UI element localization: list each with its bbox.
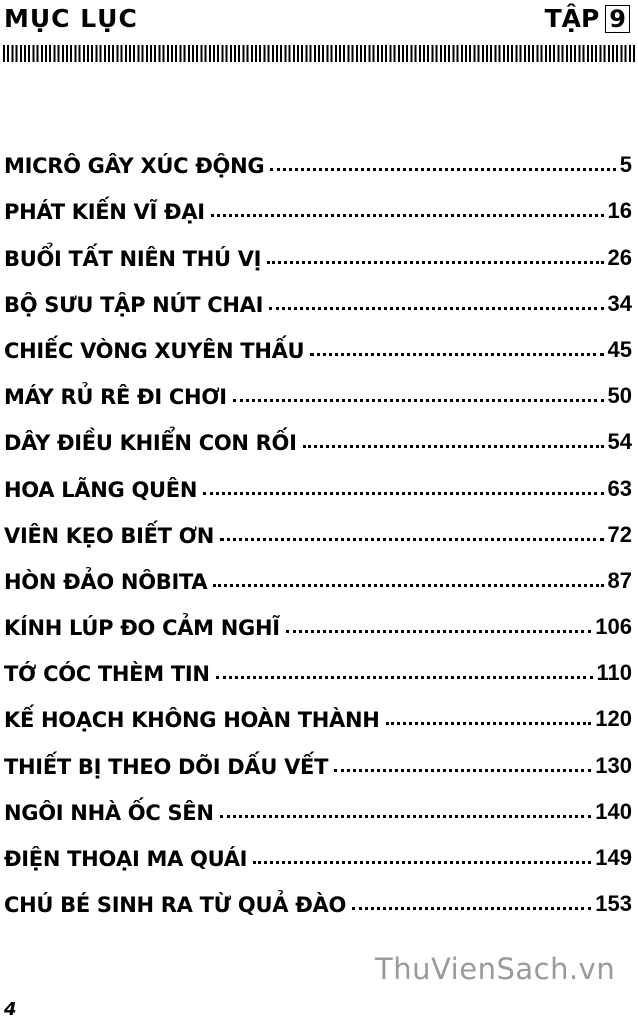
- toc-entry-title: THIẾT BỊ THEO DÕI DẤU VẾT: [4, 754, 329, 779]
- toc-entry[interactable]: CHIẾC VÒNG XUYÊN THẤU 45: [4, 317, 632, 363]
- toc-entry-title: MICRÔ GÂY XÚC ĐỘNG: [4, 154, 265, 179]
- toc-entry-title: BUỔI TẤT NIÊN THÚ VỊ: [4, 246, 262, 271]
- watermark: ThuVienSach.vn: [375, 952, 616, 986]
- dot-leader: [215, 676, 593, 680]
- toc-entry[interactable]: MÁY RỦ RÊ ĐI CHƠI 50: [4, 363, 632, 409]
- volume-number: 9: [605, 4, 630, 33]
- toc-entry-title: PHÁT KIẾN VĨ ĐẠI: [4, 200, 205, 225]
- toc-entry-title: CHIẾC VÒNG XUYÊN THẤU: [4, 338, 305, 363]
- toc-entry-page: 87: [607, 567, 632, 593]
- toc-entry-page: 110: [596, 660, 633, 686]
- volume-label: TẬP 9: [545, 4, 630, 33]
- toc-entry-page: 106: [595, 614, 632, 640]
- dot-leader: [210, 214, 604, 218]
- dot-leader: [253, 861, 592, 864]
- toc-entry-title: HÒN ĐẢO NÔBITA: [4, 569, 208, 594]
- dot-leader: [213, 583, 604, 587]
- toc-entry-title: CHÚ BÉ SINH RA TỪ QUẢ ĐÀO: [4, 893, 346, 918]
- toc-entry-page: 140: [595, 798, 632, 824]
- dot-leader: [285, 630, 592, 634]
- toc-entry-title: TỚ CÓC THÈM TIN: [4, 662, 210, 687]
- toc-entry[interactable]: TỚ CÓC THÈM TIN 110: [4, 640, 632, 686]
- dot-leader: [352, 907, 592, 911]
- toc-entry-page: 50: [607, 383, 632, 409]
- toc-entry-title: MÁY RỦ RÊ ĐI CHƠI: [4, 385, 227, 410]
- toc-entry-title: NGÔI NHÀ ỐC SÊN: [4, 800, 214, 825]
- dot-leader: [203, 491, 604, 495]
- toc-entry-page: 16: [607, 198, 632, 224]
- toc-entry[interactable]: HÒN ĐẢO NÔBITA 87: [4, 548, 632, 594]
- toc-entry[interactable]: NGÔI NHÀ ỐC SÊN 140: [4, 779, 632, 825]
- toc-entry[interactable]: MICRÔ GÂY XÚC ĐỘNG 5: [4, 132, 632, 178]
- dot-leader: [270, 168, 616, 172]
- toc-entry-page: 5: [619, 152, 632, 178]
- toc-entry-page: 45: [607, 336, 632, 362]
- page-number: 4: [4, 999, 17, 1020]
- page-title: MỤC LỤC: [4, 4, 138, 33]
- table-of-contents: MICRÔ GÂY XÚC ĐỘNG 5 PHÁT KIẾN VĨ ĐẠI 16 BUỔ…: [4, 132, 632, 917]
- toc-entry-page: 153: [595, 891, 632, 917]
- dot-leader: [267, 260, 604, 264]
- dot-leader: [269, 306, 604, 310]
- dot-leader: [220, 537, 604, 541]
- toc-entry-title: KẾ HOẠCH KHÔNG HOÀN THÀNH: [4, 708, 380, 733]
- toc-entry[interactable]: KÍNH LÚP ĐO CẢM NGHĨ 106: [4, 594, 632, 640]
- decorative-stripe-divider: [3, 45, 635, 62]
- toc-entry[interactable]: ĐIỆN THOẠI MA QUÁI 149: [4, 825, 632, 871]
- toc-entry-title: HOA LÃNG QUÊN: [4, 477, 198, 502]
- dot-leader: [219, 814, 592, 818]
- toc-entry[interactable]: KẾ HOẠCH KHÔNG HOÀN THÀNH 120: [4, 686, 632, 732]
- toc-entry-page: 120: [595, 706, 632, 732]
- toc-entry-page: 130: [595, 752, 632, 778]
- dot-leader: [232, 399, 604, 403]
- dot-leader: [334, 768, 592, 772]
- toc-entry-title: BỘ SƯU TẬP NÚT CHAI: [4, 292, 264, 317]
- toc-entry[interactable]: CHÚ BÉ SINH RA TỪ QUẢ ĐÀO 153: [4, 871, 632, 917]
- toc-entry[interactable]: HOA LÃNG QUÊN 63: [4, 455, 632, 502]
- toc-entry-title: KÍNH LÚP ĐO CẢM NGHĨ: [4, 616, 280, 641]
- toc-entry[interactable]: VIÊN KẸO BIẾT ƠN 72: [4, 502, 632, 548]
- toc-entry-page: 72: [607, 521, 632, 547]
- toc-entry-page: 26: [607, 244, 632, 270]
- toc-entry-title: VIÊN KẸO BIẾT ƠN: [4, 523, 214, 548]
- toc-entry-title: DÂY ĐIỀU KHIỂN CON RỐI: [4, 431, 297, 456]
- toc-entry-page: 34: [607, 290, 632, 316]
- dot-leader: [310, 352, 604, 356]
- toc-entry[interactable]: PHÁT KIẾN VĨ ĐẠI 16: [4, 178, 632, 224]
- toc-entry-title: ĐIỆN THOẠI MA QUÁI: [4, 847, 248, 871]
- volume-label-text: TẬP: [544, 4, 600, 33]
- toc-entry[interactable]: DÂY ĐIỀU KHIỂN CON RỐI 54: [4, 409, 632, 455]
- toc-entry[interactable]: BUỔI TẤT NIÊN THÚ VỊ 26: [4, 224, 632, 271]
- toc-entry-page: 54: [607, 429, 632, 455]
- toc-entry[interactable]: THIẾT BỊ THEO DÕI DẤU VẾT 130: [4, 732, 632, 779]
- toc-entry-page: 149: [595, 845, 632, 870]
- dot-leader: [385, 722, 592, 726]
- toc-entry-page: 63: [607, 475, 632, 501]
- dot-leader: [302, 445, 604, 449]
- toc-entry[interactable]: BỘ SƯU TẬP NÚT CHAI 34: [4, 271, 632, 317]
